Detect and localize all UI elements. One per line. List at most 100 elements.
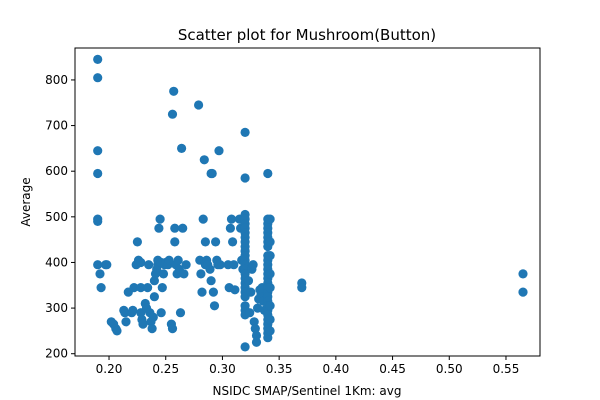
- data-point-83: [208, 287, 218, 297]
- data-point-96: [230, 285, 240, 295]
- data-point-1: [93, 73, 103, 83]
- data-point-45: [155, 214, 165, 224]
- x-tick-label: 0.20: [96, 362, 123, 376]
- x-axis-label: NSIDC SMAP/Sentinel 1Km: avg: [213, 384, 402, 398]
- data-point-134: [251, 337, 262, 347]
- data-point-84: [209, 301, 220, 311]
- data-point-20: [128, 305, 138, 315]
- data-point-178: [297, 283, 307, 293]
- data-point-21: [129, 283, 139, 293]
- data-point-88: [214, 146, 224, 156]
- data-point-10: [102, 260, 112, 270]
- data-point-94: [228, 237, 238, 247]
- data-point-95: [229, 260, 239, 270]
- data-point-174: [265, 301, 275, 311]
- data-point-179: [518, 269, 528, 279]
- data-point-69: [194, 100, 204, 110]
- data-point-126: [243, 276, 254, 286]
- data-point-180: [518, 287, 528, 297]
- data-point-80: [206, 276, 216, 286]
- data-point-128: [246, 287, 256, 297]
- y-tick-label: 800: [45, 73, 68, 87]
- data-point-53: [164, 255, 174, 265]
- data-point-68: [181, 260, 191, 270]
- data-point-102: [240, 173, 250, 183]
- data-point-59: [170, 237, 180, 247]
- data-point-3: [93, 168, 103, 179]
- data-point-73: [198, 214, 208, 224]
- data-point-176: [265, 326, 275, 336]
- y-tick-label: 200: [45, 347, 68, 361]
- data-point-72: [197, 287, 207, 297]
- data-point-64: [175, 308, 186, 318]
- x-tick-label: 0.50: [436, 362, 463, 376]
- data-point-71: [196, 269, 206, 279]
- data-point-62: [173, 255, 183, 265]
- data-point-7: [95, 269, 105, 279]
- data-point-101: [240, 127, 250, 137]
- data-point-131: [249, 317, 259, 327]
- plot-frame: [74, 47, 541, 357]
- data-point-44: [154, 223, 164, 233]
- points-layer: [93, 54, 528, 352]
- data-point-92: [225, 223, 235, 233]
- data-point-37: [148, 312, 158, 322]
- data-point-65: [177, 143, 187, 153]
- y-axis: 200 300 400 500 600 700 800: [45, 73, 75, 361]
- data-point-171: [265, 251, 275, 261]
- data-point-82: [207, 168, 217, 179]
- data-point-17: [121, 317, 131, 327]
- x-tick-label: 0.40: [322, 362, 349, 376]
- data-point-23: [132, 237, 142, 247]
- y-tick-label: 700: [45, 119, 68, 133]
- data-point-133: [251, 330, 262, 341]
- data-point-36: [147, 324, 157, 334]
- chart-title: Scatter plot for Mushroom(Button): [178, 26, 436, 44]
- data-point-26: [136, 283, 146, 293]
- data-point-33: [144, 260, 154, 270]
- data-point-0: [93, 54, 103, 64]
- data-point-74: [199, 155, 209, 165]
- data-point-49: [158, 269, 169, 279]
- data-point-127: [245, 308, 255, 318]
- x-tick-label: 0.30: [209, 362, 236, 376]
- data-point-93: [226, 214, 237, 224]
- data-point-5: [93, 216, 103, 226]
- x-tick-label: 0.45: [379, 362, 406, 376]
- y-tick-label: 500: [45, 210, 68, 224]
- x-tick-label: 0.25: [152, 362, 179, 376]
- x-tick-label: 0.35: [266, 362, 293, 376]
- y-tick-label: 600: [45, 164, 68, 178]
- data-point-79: [205, 264, 215, 274]
- data-point-25: [136, 257, 146, 268]
- data-point-125: [240, 342, 250, 352]
- data-point-170: [265, 237, 275, 247]
- data-point-85: [211, 237, 221, 247]
- data-point-175: [265, 314, 275, 325]
- data-point-57: [169, 86, 179, 96]
- data-point-142: [263, 168, 273, 179]
- data-point-38: [149, 292, 159, 302]
- data-point-6: [93, 260, 103, 270]
- data-point-67: [179, 269, 189, 279]
- y-tick-label: 300: [45, 301, 68, 315]
- data-point-32: [143, 283, 153, 293]
- data-point-75: [200, 237, 210, 247]
- data-point-132: [250, 324, 260, 334]
- data-point-66: [178, 223, 188, 233]
- data-point-39: [149, 276, 159, 286]
- data-point-48: [157, 283, 167, 293]
- data-point-29: [138, 319, 148, 329]
- x-tick-label: 0.55: [493, 362, 520, 376]
- x-axis: 0.20 0.25 0.30 0.35 0.40 0.45 0.50 0.55: [96, 356, 520, 376]
- data-point-8: [96, 283, 106, 293]
- data-point-58: [170, 223, 180, 233]
- data-point-172: [265, 269, 275, 279]
- data-point-130: [248, 260, 258, 270]
- y-axis-label: Average: [19, 177, 33, 226]
- data-point-16: [120, 308, 130, 318]
- data-point-89: [215, 260, 225, 270]
- data-point-2: [93, 146, 103, 156]
- data-point-47: [156, 308, 166, 318]
